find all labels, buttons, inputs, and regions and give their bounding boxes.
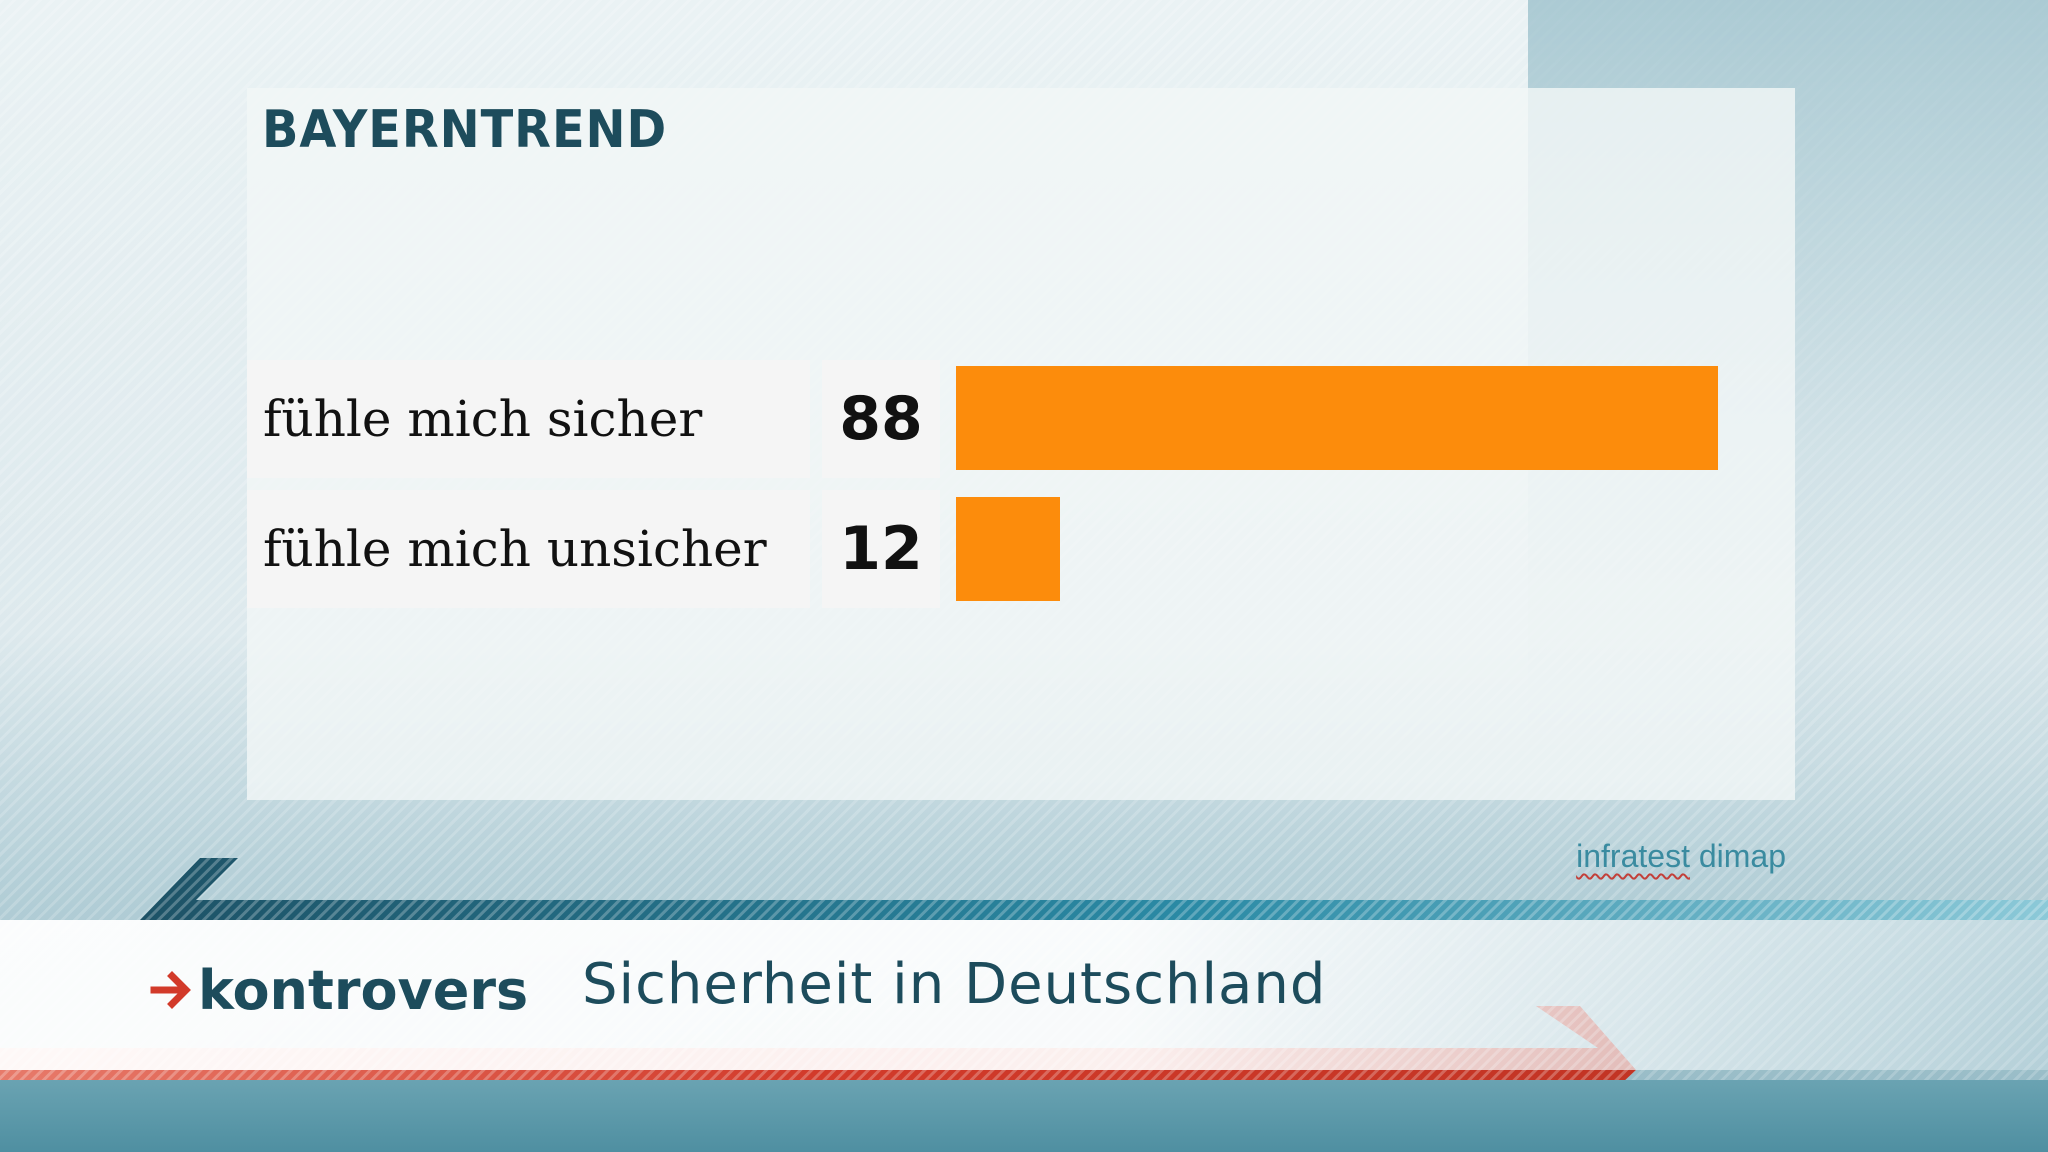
arrow-right-icon [150,971,191,1009]
value-label-box: 88 [822,360,940,478]
bar [956,366,1718,470]
value-label: 88 [839,384,923,454]
brand-title: BAYERNTREND [262,100,668,160]
category-label: fühle mich sicher [263,390,703,448]
category-label-box: fühle mich unsicher [247,490,810,608]
category-label: fühle mich unsicher [263,520,767,578]
lower-strip [0,920,2048,1070]
source-credit-part1: infratest [1576,838,1690,874]
source-credit-part2: dimap [1698,838,1786,874]
chart-subtitle: Sicherheit in Deutschland [582,952,1327,1017]
category-label-box: fühle mich sicher [247,360,810,478]
bar [956,497,1060,601]
source-credit: infratest dimap [1576,838,1786,875]
value-label: 12 [839,514,923,584]
kontrovers-logo: kontrovers [150,955,528,1025]
logo-text: kontrovers [198,958,529,1022]
value-label-box: 12 [822,490,940,608]
bottom-band [0,1080,2048,1152]
